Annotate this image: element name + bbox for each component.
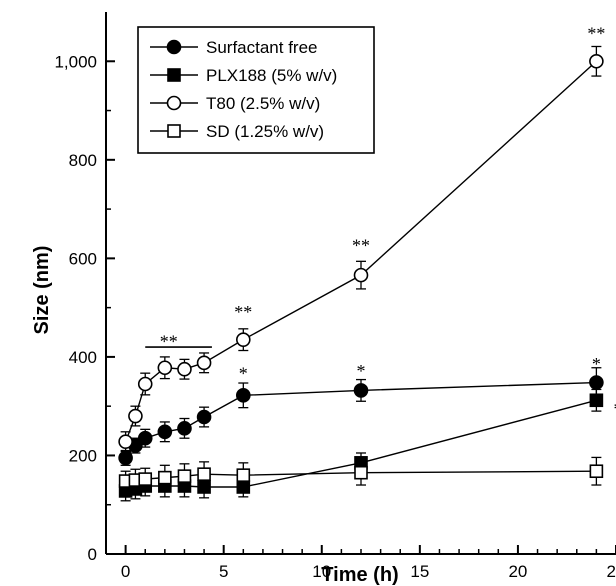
significance-label: ** [352, 236, 370, 256]
annotations: ************ [160, 24, 616, 419]
data-point [353, 267, 369, 283]
y-axis-title: Size (nm) [31, 246, 53, 335]
y-tick-label: 600 [69, 249, 97, 268]
significance-label: ** [234, 302, 252, 322]
x-tick-label: 15 [410, 562, 429, 581]
data-point [197, 467, 211, 481]
legend-item: T80 (2.5% w/v) [150, 94, 320, 113]
data-point [158, 470, 172, 485]
data-point [177, 421, 192, 436]
data-point [177, 469, 192, 483]
significance-label: ** [587, 24, 605, 44]
y-tick-label: 800 [69, 151, 97, 170]
legend-marker [166, 39, 182, 55]
significance-label: * [592, 354, 601, 374]
data-point [236, 332, 251, 347]
data-point [589, 53, 604, 69]
data-point [137, 376, 153, 392]
series [118, 45, 604, 453]
legend-label: T80 (2.5% w/v) [206, 94, 320, 113]
data-point [157, 424, 173, 440]
legend-label: SD (1.25% w/v) [206, 122, 324, 141]
x-tick-label: 20 [508, 562, 527, 581]
significance-label: * [613, 399, 616, 419]
legend-marker [167, 124, 181, 138]
data-point [128, 408, 143, 424]
axes: 0 200 400 600 800 1,000 0 5 10 15 20 25 [54, 12, 616, 581]
data-point [137, 430, 153, 446]
data-point [589, 393, 604, 408]
x-tick-label: 10 [312, 562, 331, 581]
y-tick-label: 0 [88, 545, 97, 564]
y-tick-label: 1,000 [54, 52, 97, 71]
data-point [118, 434, 133, 449]
series-group [118, 45, 604, 502]
series [118, 367, 604, 466]
data-point [589, 464, 604, 479]
data-point [138, 472, 153, 486]
significance-label: * [239, 364, 248, 384]
significance-label: * [357, 361, 366, 381]
legend-marker [166, 95, 182, 111]
data-point [157, 360, 173, 376]
data-point [236, 388, 251, 403]
data-point [236, 468, 251, 482]
significance-label: ** [160, 332, 178, 352]
data-point [589, 375, 604, 390]
x-tick-label: 5 [219, 562, 228, 581]
x-tick-label: 0 [121, 562, 130, 581]
data-point [196, 409, 212, 425]
data-point [196, 355, 212, 371]
y-tick-label: 200 [69, 446, 97, 465]
data-point [353, 383, 369, 398]
legend-marker [167, 68, 181, 82]
legend: Surfactant free PLX188 (5% w/v) T80 (2.5% … [137, 26, 375, 154]
legend-item: PLX188 (5% w/v) [150, 66, 337, 85]
data-point [177, 361, 192, 377]
y-tick-label: 400 [69, 348, 97, 367]
data-point [118, 450, 133, 466]
legend-label: Surfactant free [206, 38, 318, 57]
data-point [354, 465, 368, 480]
legend-item: SD (1.25% w/v) [150, 122, 324, 141]
legend-label: PLX188 (5% w/v) [206, 66, 337, 85]
x-tick-label: 25 [607, 562, 616, 581]
x-axis-title: Time (h) [321, 564, 398, 586]
legend-item: Surfactant free [150, 38, 318, 57]
series [118, 456, 604, 492]
